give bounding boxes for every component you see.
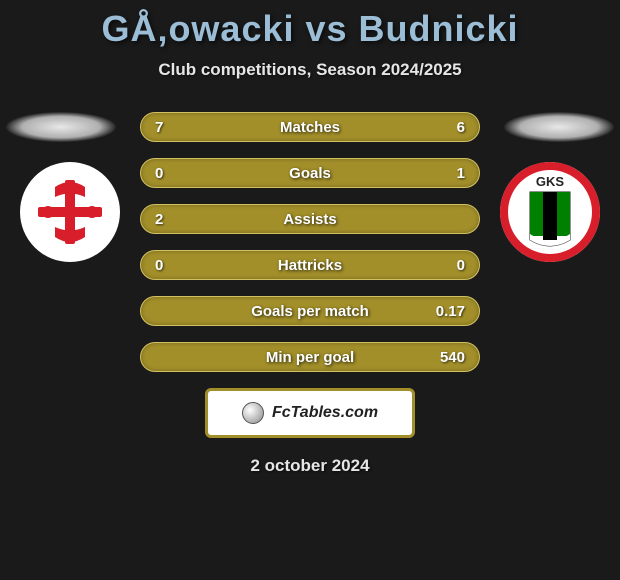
stat-left-value: 0 [155, 165, 187, 182]
stats-list: 7 Matches 6 0 Goals 1 2 Assists 0 Hattri… [140, 112, 480, 372]
brand-text: FcTables.com [272, 404, 378, 422]
stat-row-assists: 2 Assists [140, 204, 480, 234]
stat-right-value: 0 [433, 257, 465, 274]
stat-label: Hattricks [141, 257, 479, 274]
subtitle: Club competitions, Season 2024/2025 [0, 60, 620, 80]
stat-row-hattricks: 0 Hattricks 0 [140, 250, 480, 280]
date-text: 2 october 2024 [0, 456, 620, 476]
team-logo-left [20, 162, 120, 262]
stat-row-min-per-goal: Min per goal 540 [140, 342, 480, 372]
stat-label: Goals [141, 165, 479, 182]
stat-row-goals: 0 Goals 1 [140, 158, 480, 188]
main-area: GKS 7 Matches 6 0 Goals 1 2 Assists [0, 112, 620, 476]
team-logo-right: GKS [500, 162, 600, 262]
stat-right-value: 6 [433, 119, 465, 136]
comparison-card: GÅ‚owacki vs Budnicki Club competitions,… [0, 0, 620, 476]
lks-logo-icon [30, 172, 110, 252]
brand-badge[interactable]: FcTables.com [205, 388, 415, 438]
stat-label: Goals per match [141, 303, 479, 320]
stat-label: Matches [141, 119, 479, 136]
stat-row-goals-per-match: Goals per match 0.17 [140, 296, 480, 326]
stat-right-value: 0.17 [433, 303, 465, 320]
gks-logo-icon: GKS [500, 162, 600, 262]
stat-left-value: 0 [155, 257, 187, 274]
glow-right [504, 112, 614, 142]
stat-right-value: 1 [433, 165, 465, 182]
page-title: GÅ‚owacki vs Budnicki [0, 8, 620, 50]
stat-left-value: 7 [155, 119, 187, 136]
soccer-ball-icon [242, 402, 264, 424]
stat-row-matches: 7 Matches 6 [140, 112, 480, 142]
stat-right-value: 540 [433, 349, 465, 366]
stat-label: Assists [141, 211, 479, 228]
stat-left-value: 2 [155, 211, 187, 228]
stat-label: Min per goal [141, 349, 479, 366]
svg-text:GKS: GKS [536, 174, 565, 189]
glow-left [6, 112, 116, 142]
